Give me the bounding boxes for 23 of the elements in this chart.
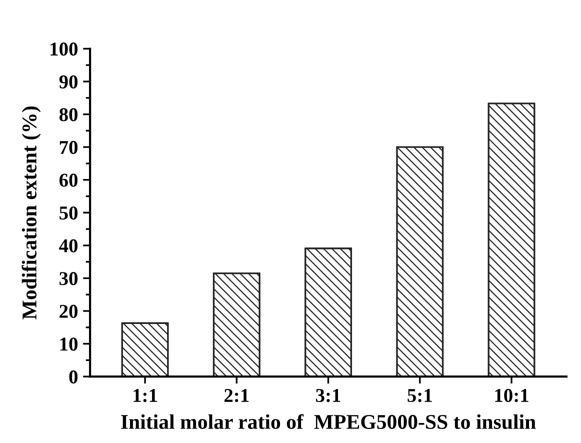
y-axis-title: Modification extent (%): [22, 106, 41, 320]
y-tick-label: 90: [59, 75, 78, 88]
y-tick-label: 40: [59, 239, 78, 252]
bar: [304, 248, 352, 377]
y-tick-label: 100: [50, 42, 78, 56]
y-tick-label: 50: [60, 206, 78, 220]
bar: [121, 322, 169, 377]
y-tick-label: 70: [60, 140, 78, 154]
x-tick-label: 1:1: [134, 389, 157, 402]
y-tick-label: 30: [60, 272, 78, 286]
x-tick-label: 10:1: [495, 388, 528, 402]
x-tick-label: 2:1: [224, 388, 249, 402]
bar: [396, 146, 444, 377]
y-tick-label: 20: [60, 304, 78, 318]
x-tick-label: 3:1: [316, 388, 340, 402]
bar: [212, 272, 260, 377]
x-axis-title: Initial molar ratio of MPEG5000-SS to insulin: [121, 414, 536, 430]
y-tick-label: 60: [59, 174, 78, 187]
y-tick-label: 80: [59, 108, 78, 122]
bar: [488, 102, 536, 377]
y-tick-label: 10: [60, 338, 78, 351]
x-tick-label: 5:1: [408, 389, 432, 402]
y-tick-label: 0: [69, 370, 78, 384]
